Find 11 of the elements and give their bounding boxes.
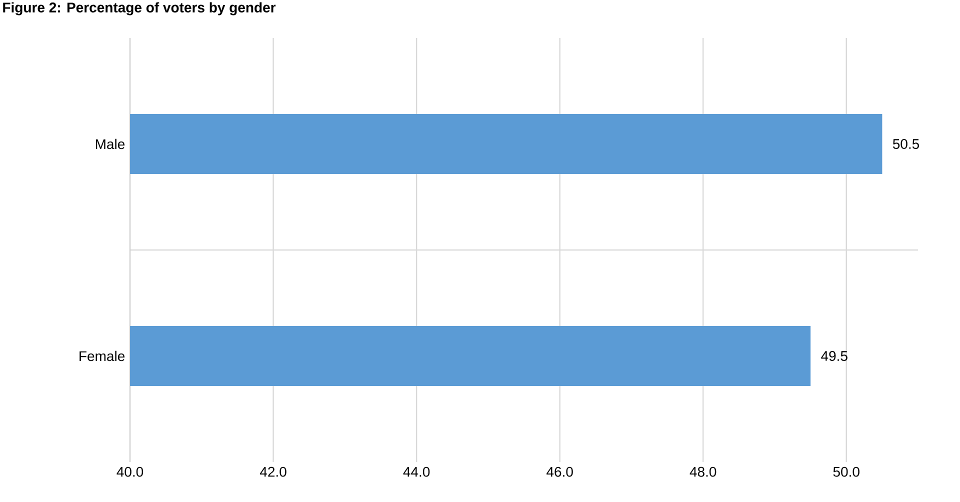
x-tick-label: 48.0 bbox=[690, 466, 716, 477]
x-tick-label: 50.0 bbox=[833, 466, 860, 477]
x-tick-label: 40.0 bbox=[116, 466, 144, 477]
data-label: 49.5 bbox=[821, 351, 848, 361]
y-tick-label: Female bbox=[80, 350, 125, 362]
y-tick-label: Male bbox=[96, 138, 125, 150]
x-tick-label: 42.0 bbox=[260, 466, 286, 477]
chart-title: Figure 2: Percentage of voters by gender bbox=[3, 2, 276, 16]
x-tick-label: 46.0 bbox=[546, 466, 573, 477]
data-label: 50.5 bbox=[892, 139, 920, 149]
x-tick-label: 44.0 bbox=[403, 466, 430, 477]
